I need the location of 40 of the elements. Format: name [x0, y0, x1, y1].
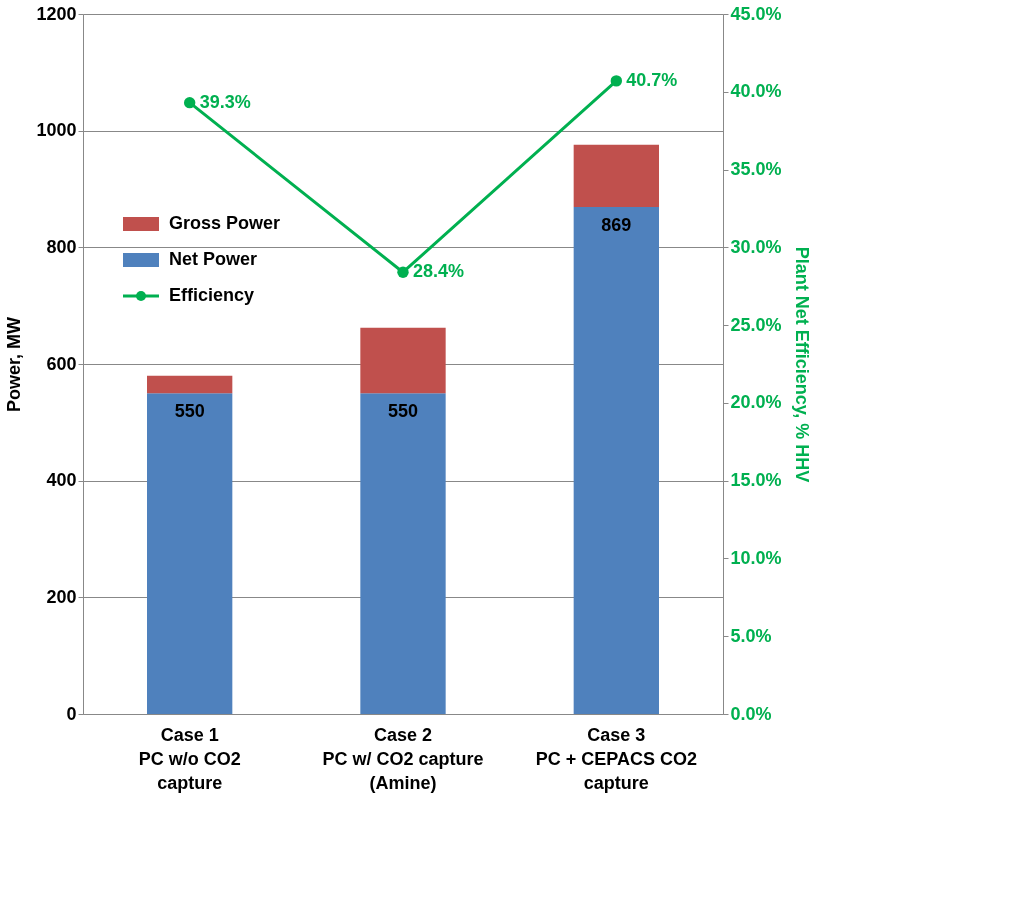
bar [360, 327, 446, 394]
y2-tick-label: 10.0% [730, 547, 782, 568]
y2-tick-label: 35.0% [730, 159, 782, 180]
x-tick-label: Case 2 PC w/ CO2 capture (Amine) [322, 724, 484, 793]
data-label: 40.7% [626, 69, 678, 90]
y2-tick-label: 30.0% [730, 236, 782, 257]
y-tick-label: 400 [46, 470, 77, 491]
y2-tick-label: 45.0% [730, 3, 782, 24]
y2-tick-label: 20.0% [730, 392, 782, 413]
y-tick-label: 0 [66, 703, 77, 724]
data-label: 39.3% [199, 91, 251, 112]
legend-label: Net Power [169, 249, 258, 269]
y2-tick-label: 25.0% [730, 314, 782, 335]
y-tick-label: 800 [46, 236, 77, 257]
y2-tick-label: 5.0% [730, 625, 772, 646]
legend-label: Gross Power [169, 213, 281, 233]
bar [360, 393, 446, 714]
y-axis-title: Power, MW [4, 316, 25, 413]
data-label: 28.4% [413, 261, 465, 282]
y2-tick-label: 15.0% [730, 470, 782, 491]
y2-axis-title: Plant Net Efficiency, % HHV [791, 246, 812, 483]
y-tick-label: 200 [46, 586, 77, 607]
y2-tick-label: 0.0% [730, 703, 772, 724]
point [610, 75, 623, 87]
bar [147, 393, 233, 714]
bar [573, 207, 659, 714]
bar [147, 375, 233, 394]
bar [573, 144, 659, 208]
point [183, 96, 196, 109]
point [397, 266, 409, 278]
y-tick-label: 1000 [36, 120, 77, 141]
y-tick-label: 1200 [36, 3, 77, 24]
data-label: 550 [387, 401, 419, 422]
x-tick-label: Case 3 PC + CEPACS CO2 capture [535, 724, 697, 793]
x-tick-label: Case 1 PC w/o CO2 capture [138, 724, 241, 793]
legend-label: Efficiency [169, 285, 255, 305]
y-tick-label: 600 [46, 353, 77, 374]
data-label: 869 [601, 215, 632, 236]
data-label: 550 [174, 401, 205, 422]
y2-tick-label: 40.0% [730, 81, 782, 102]
